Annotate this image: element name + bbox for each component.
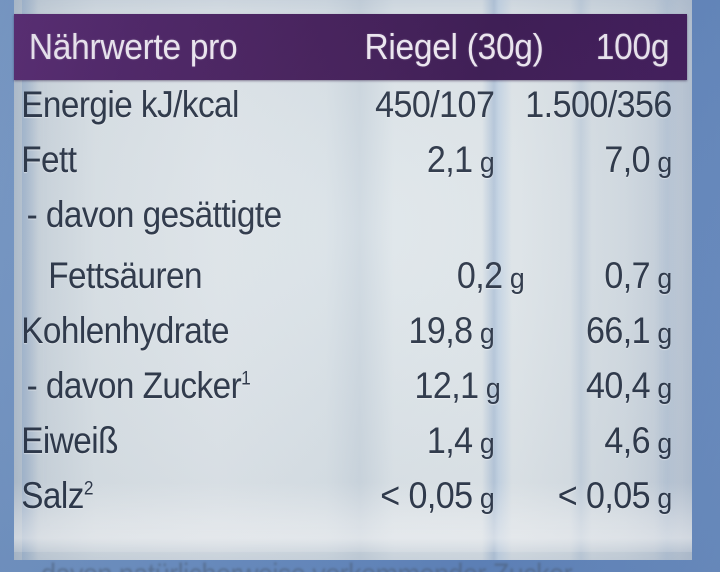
nutrient-value: 12,1 xyxy=(414,365,480,406)
nutrient-name: Energie kJ/kcal xyxy=(21,84,239,125)
nutrient-value: 19,8 xyxy=(408,310,474,351)
nutrient-name: Fett xyxy=(21,139,77,180)
nutrient-unit: g xyxy=(479,483,495,515)
nutrient-value-per-100g: 1.500/356 xyxy=(514,86,692,123)
nutrition-row: - davon gesättigte xyxy=(14,196,692,257)
nutrient-unit: g xyxy=(479,318,495,350)
nutrient-value: 2,1 xyxy=(426,139,473,180)
nutrient-value-per-serving: 450/107 xyxy=(336,86,498,123)
nutrient-unit: g xyxy=(657,263,672,295)
nutrient-value: 0,7 xyxy=(604,255,651,296)
nutrition-row: Eiweiß 1,4 g 4,6 g xyxy=(14,422,692,477)
nutrient-value: 40,4 xyxy=(585,365,651,406)
nutrient-unit: g xyxy=(657,373,672,405)
nutrition-table-body: Energie kJ/kcal 450/107 1.500/356 Fett 2,1 g 7… xyxy=(14,86,692,532)
nutrition-row: Energie kJ/kcal 450/107 1.500/356 xyxy=(14,86,692,141)
nutrient-value-per-100g: 7,0 g xyxy=(514,141,692,178)
header-label-per-100g: 100g xyxy=(595,26,670,67)
nutrient-value-per-100g: 4,6 g xyxy=(514,422,692,459)
nutrient-unit: g xyxy=(657,147,672,179)
nutrient-unit: g xyxy=(509,263,525,295)
nutrient-name: Kohlenhydrate xyxy=(21,310,229,351)
nutrient-value-per-serving: 2,1 g xyxy=(336,141,498,178)
nutrient-name: Salz2 xyxy=(21,475,94,516)
nutrient-unit: g xyxy=(657,483,672,515)
footnote-text: davon natürlicherweise vorkommender Zuck… xyxy=(14,560,624,572)
header-label-nutrients-per: Nährwerte pro xyxy=(28,26,238,67)
nutrient-name: - davon gesättigte xyxy=(26,194,283,235)
nutrient-value: 7,0 xyxy=(604,139,651,180)
nutrient-value-per-serving: 12,1 g xyxy=(342,367,504,404)
nutrient-value: < 0,05 xyxy=(380,475,473,516)
footnote-marker: 2 xyxy=(83,478,94,500)
nutrient-value-per-serving: 0,2 g xyxy=(366,257,528,294)
nutrition-row: Salz2 < 0,05 g < 0,05 g xyxy=(14,477,692,532)
nutrition-row: - davon Zucker1 12,1 g 40,4 g xyxy=(14,367,692,422)
nutrient-value-per-100g: < 0,05 g xyxy=(514,477,692,514)
nutrition-row: Fettsäuren 0,2 g 0,7 g xyxy=(14,257,692,312)
nutrient-unit: g xyxy=(485,373,501,405)
nutrient-unit: g xyxy=(657,428,672,460)
nutrient-value: 1.500/356 xyxy=(525,84,672,125)
nutrient-value-per-serving: 1,4 g xyxy=(336,422,498,459)
nutrient-value: 4,6 xyxy=(604,420,651,461)
nutrient-value-per-serving: < 0,05 g xyxy=(336,477,498,514)
nutrient-name: - davon Zucker1 xyxy=(26,365,251,406)
nutrition-row: Fett 2,1 g 7,0 g xyxy=(14,141,692,196)
footnote-cut-off: davon natürlicherweise vorkommender Zuck… xyxy=(14,560,692,572)
nutrient-value: 450/107 xyxy=(375,84,495,125)
nutrition-table-header: Nährwerte pro Riegel (30g) 100g xyxy=(14,14,687,80)
nutrient-value-per-serving: 19,8 g xyxy=(336,312,498,349)
nutrient-value: < 0,05 xyxy=(557,475,651,516)
nutrient-value-per-100g: 40,4 g xyxy=(519,367,692,404)
header-label-serving: Riegel (30g) xyxy=(364,26,544,67)
nutrient-value: 1,4 xyxy=(426,420,473,461)
nutrient-unit: g xyxy=(479,428,495,460)
nutrient-name: Fettsäuren xyxy=(48,255,202,296)
footnote-marker: 1 xyxy=(241,368,251,390)
nutrient-name: Eiweiß xyxy=(21,420,118,461)
nutrient-value: 66,1 xyxy=(585,310,651,351)
nutrient-value: 0,2 xyxy=(456,255,503,296)
nutrient-value-per-100g: 66,1 g xyxy=(514,312,692,349)
nutrient-value-per-100g: 0,7 g xyxy=(541,257,692,294)
nutrient-unit: g xyxy=(657,318,672,350)
nutrient-unit: g xyxy=(479,147,495,179)
nutrition-row: Kohlenhydrate 19,8 g 66,1 g xyxy=(14,312,692,367)
